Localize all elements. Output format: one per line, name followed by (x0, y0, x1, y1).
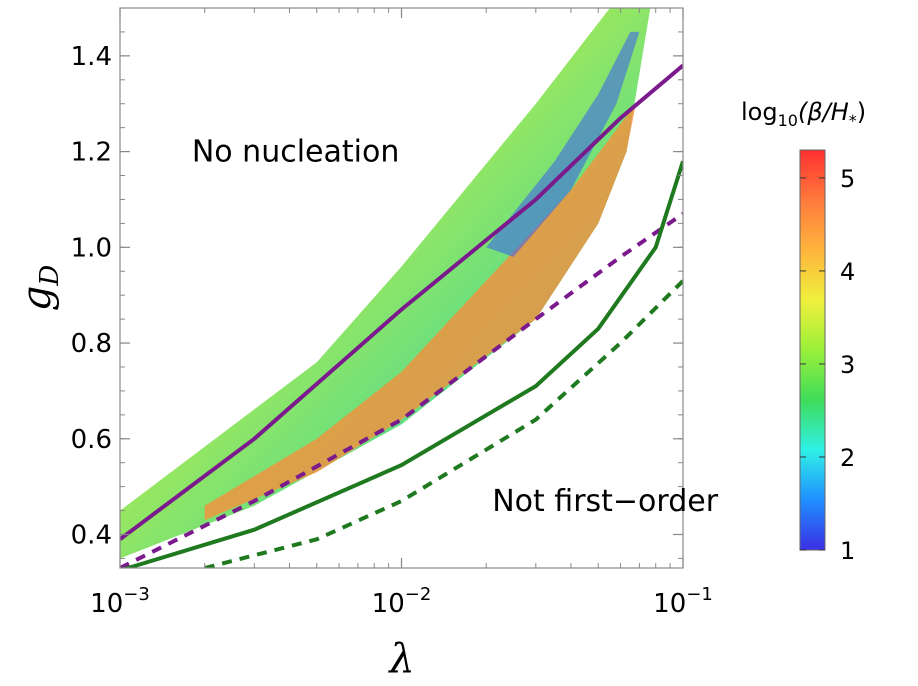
y-tick-label: 1.0 (71, 233, 112, 263)
y-axis-title-sub: D (35, 265, 65, 287)
colorbar-tick-label: 3 (840, 351, 855, 379)
x-tick-label: 10−2 (372, 584, 432, 619)
annotation-label: No nucleation (192, 135, 399, 170)
axis-ticks: 0.4 0.6 0.8 1.0 1.2 1.4 10−3 10−2 10−1 (71, 8, 713, 619)
y-tick-label: 0.8 (71, 329, 112, 359)
colorbar-gradient (799, 149, 826, 551)
x-axis-title: λ (387, 636, 414, 682)
parameter-region (120, 8, 651, 559)
colorbar-tick-label: 4 (840, 258, 855, 286)
y-axis-title: gD (14, 265, 65, 312)
annotation-label: Not first−order (492, 484, 719, 519)
series-green-solid (121, 160, 683, 568)
y-tick-label: 0.6 (71, 425, 112, 455)
low-beta-band (486, 31, 640, 257)
colorbar-tick-label: 5 (840, 165, 855, 193)
y-tick-label: 1.2 (71, 138, 112, 168)
y-tick-label: 0.4 (71, 520, 112, 550)
annotations: No nucleation Not first−order (192, 135, 719, 519)
colorbar-tick-label: 1 (840, 537, 855, 565)
series-lines (120, 63, 683, 568)
colorbar-tick-label: 2 (840, 444, 855, 472)
plot-area (120, 8, 683, 568)
colorbar-title: log10(β/H*) (741, 98, 866, 130)
colorbar: log10(β/H*) 1 2 3 4 5 (741, 98, 866, 565)
svg-text:gD: gD (14, 265, 65, 312)
series-green-dashed (204, 279, 683, 568)
x-tick-label: 10−3 (90, 584, 150, 619)
series-purple-solid (120, 63, 683, 541)
colorbar-ticks: 1 2 3 4 5 (800, 165, 855, 565)
y-axis-title-main: g (14, 286, 60, 312)
series-purple-dashed (120, 212, 683, 568)
y-tick-label: 1.4 (71, 42, 112, 72)
x-tick-label: 10−1 (653, 584, 713, 619)
